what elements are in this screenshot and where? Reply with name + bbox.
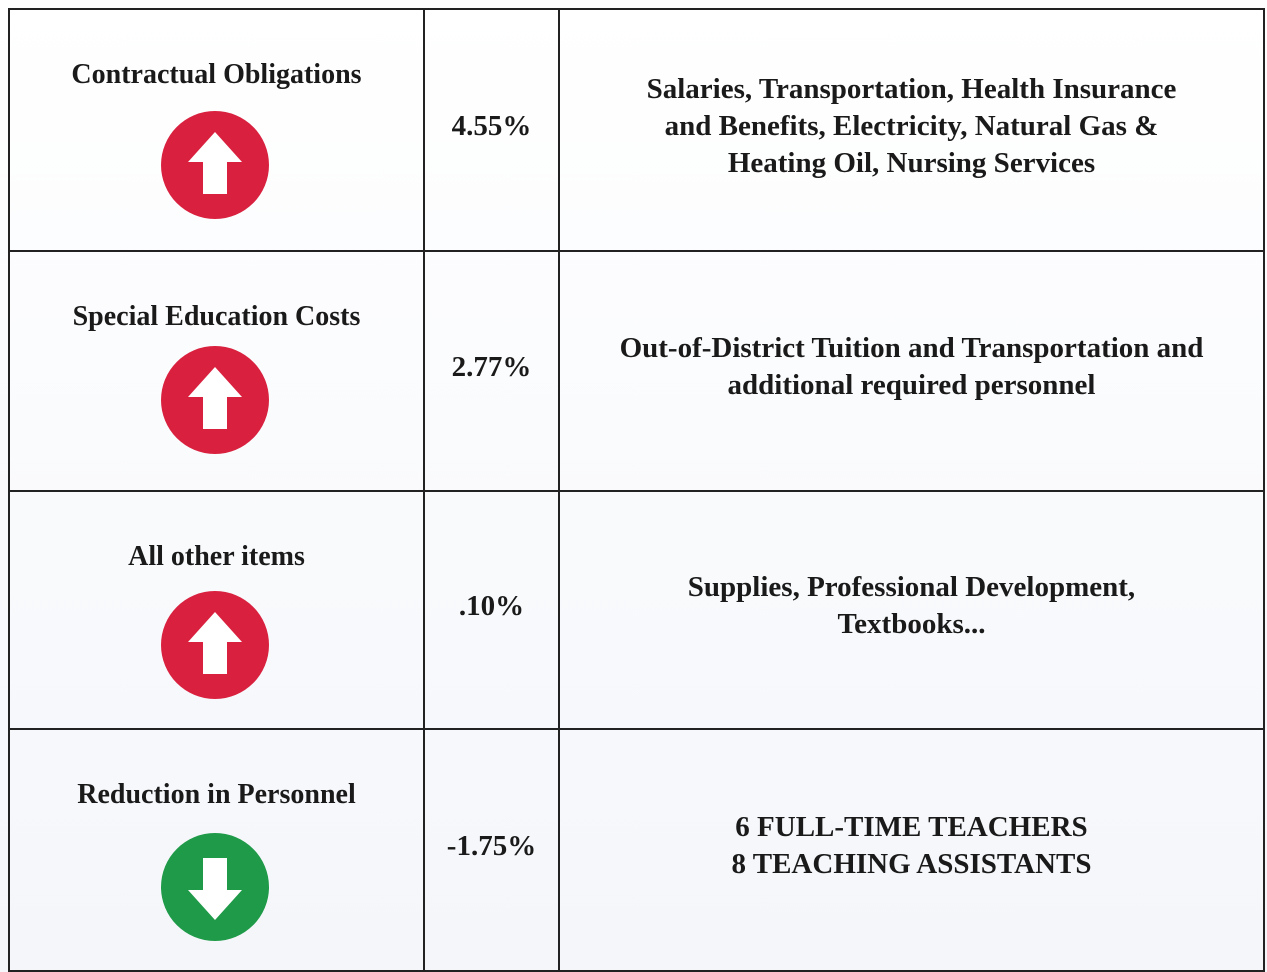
- details: Salaries, Transportation, Health Insuran…: [560, 10, 1263, 250]
- change-value: 2.77%: [451, 350, 532, 383]
- details: Supplies, Professional Development, Textb…: [560, 492, 1263, 728]
- details: 6 FULL-TIME TEACHERS 8 TEACHING ASSISTANT…: [560, 730, 1263, 970]
- details-text: Out-of-District Tuition and Transportati…: [620, 330, 1204, 404]
- category-label: Contractual Obligations: [71, 59, 362, 90]
- category-cell: All other items: [8, 490, 425, 730]
- details-text: Salaries, Transportation, Health Insuran…: [647, 71, 1177, 182]
- details-line: Textbooks...: [837, 608, 986, 640]
- down-arrow-icon: [161, 833, 269, 941]
- details-line: Out-of-District Tuition and Transportati…: [619, 332, 1204, 364]
- change-value: .10%: [458, 589, 525, 622]
- category-cell: Contractual Obligations: [8, 8, 425, 252]
- table-row: Special Education Costs 2.77% Out-of-Dis…: [8, 250, 1265, 492]
- details-line: and Benefits, Electricity, Natural Gas &: [664, 109, 1159, 142]
- up-arrow-icon: [161, 111, 269, 219]
- details-line: Heating Oil, Nursing Services: [727, 146, 1096, 179]
- category-label: All other items: [128, 541, 305, 572]
- details-line: Salaries, Transportation, Health Insuran…: [646, 72, 1177, 105]
- category-label: Special Education Costs: [72, 301, 361, 332]
- details-text: Supplies, Professional Development, Textb…: [688, 569, 1135, 643]
- change-value: 4.55%: [451, 109, 532, 142]
- details-line: 6 FULL-TIME TEACHERS: [735, 811, 1088, 843]
- category-cell: Special Education Costs: [8, 250, 425, 492]
- table-row: Contractual Obligations 4.55% Salaries, …: [8, 8, 1265, 252]
- details: Out-of-District Tuition and Transportati…: [560, 252, 1263, 490]
- category-label: Reduction in Personnel: [77, 779, 356, 810]
- up-arrow-icon: [161, 591, 269, 699]
- details-line: additional required personnel: [727, 369, 1096, 401]
- details-text: 6 FULL-TIME TEACHERS 8 TEACHING ASSISTANT…: [732, 809, 1092, 883]
- details-line: 8 TEACHING ASSISTANTS: [731, 848, 1092, 880]
- change-value: -1.75%: [446, 829, 537, 862]
- table-row: Reduction in Personnel -1.75% 6 FULL-TIM…: [8, 728, 1265, 972]
- table-row: All other items .10% Supplies, Professio…: [8, 490, 1265, 730]
- details-line: Supplies, Professional Development,: [687, 571, 1136, 603]
- up-arrow-icon: [161, 346, 269, 454]
- category-cell: Reduction in Personnel: [8, 728, 425, 972]
